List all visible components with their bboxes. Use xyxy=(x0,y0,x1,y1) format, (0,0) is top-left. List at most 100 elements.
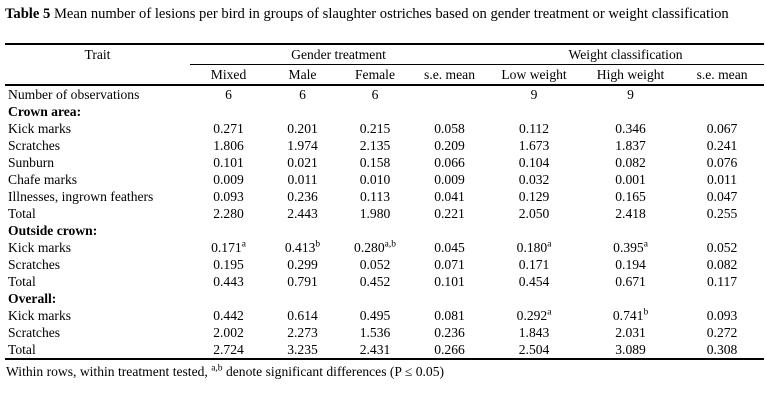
value-cell: 0.221 xyxy=(434,206,465,222)
value-cell: 0.280a,b xyxy=(354,239,396,256)
value-cell: 0.052 xyxy=(706,240,738,256)
trait-cell: Kick marks xyxy=(8,240,72,256)
trait-cell: Kick marks xyxy=(8,308,72,324)
value-cell: 0.272 xyxy=(706,325,738,341)
value-cell: 2.724 xyxy=(190,341,267,361)
value-cell: 0.165 xyxy=(615,189,646,205)
significance-superscript: a xyxy=(547,239,552,250)
value-cell xyxy=(338,103,412,120)
footnote-superscript: a,b xyxy=(211,363,223,374)
value-cell: 6 xyxy=(299,87,306,103)
table-header: Trait Gender treatment Weight classifica… xyxy=(5,43,765,87)
value-cell: 0.443 xyxy=(213,274,244,290)
value-cell: 0.076 xyxy=(706,155,738,171)
value-cell: 0.067 xyxy=(706,121,738,137)
value-cell: 0.009 xyxy=(434,172,465,188)
table-row: Scratches 1.806 1.974 2.135 0.209 1.673 1.837 0… xyxy=(5,137,764,154)
value-cell: 2.273 xyxy=(287,325,318,341)
value-cell: 0.452 xyxy=(359,274,391,290)
value-cell: 0.009 xyxy=(213,172,244,188)
value-cell: 0.413b xyxy=(284,239,321,256)
significance-superscript: b xyxy=(315,239,321,250)
value-cell: 2.050 xyxy=(518,206,550,222)
trait-cell: Illnesses, ingrown feathers xyxy=(8,189,154,205)
value-cell: 2.504 xyxy=(487,341,582,361)
value-cell: 0.117 xyxy=(707,274,738,290)
value-cell xyxy=(680,103,764,120)
table-number-label: Table 5 xyxy=(5,6,51,22)
table-body: Number of observations 6 6 6 9 9 Crown area: Ki… xyxy=(5,85,765,361)
value-cell: 0.010 xyxy=(359,172,391,188)
value-cell: 1.980 xyxy=(359,206,391,222)
value-cell xyxy=(190,222,267,239)
value-cell: 3.089 xyxy=(581,341,681,361)
trait-cell: Scratches xyxy=(8,138,61,154)
column-header-se-mean-gender: s.e. mean xyxy=(412,64,488,87)
column-header-female: Female xyxy=(338,64,412,87)
table-footnote: Within rows, within treatment tested, a,… xyxy=(6,364,761,380)
table-row: Kick marks 0.442 0.614 0.495 0.081 0.292a 0.74… xyxy=(5,307,764,324)
column-header-se-mean-weight: s.e. mean xyxy=(680,64,765,87)
value-cell: 0.129 xyxy=(518,189,550,205)
footnote-suffix: denote significant differences (P ≤ 0.05… xyxy=(222,364,445,380)
value-cell: 0.011 xyxy=(287,172,318,188)
trait-cell: Scratches xyxy=(8,325,61,341)
value-cell: 0.101 xyxy=(213,155,244,171)
value-cell: 0.299 xyxy=(287,257,318,273)
value-cell: 0.101 xyxy=(434,274,465,290)
table-row: Scratches 0.195 0.299 0.052 0.071 0.171 0.194 0… xyxy=(5,256,764,273)
value-cell: 0.271 xyxy=(213,121,244,137)
significance-superscript: a xyxy=(547,307,552,318)
value-cell: 0.255 xyxy=(706,206,738,222)
value-cell: 2.135 xyxy=(359,138,391,154)
trait-cell: Outside crown: xyxy=(8,223,98,239)
value-cell: 0.195 xyxy=(213,257,244,273)
value-cell: 0.194 xyxy=(615,257,646,273)
value-cell: 1.974 xyxy=(287,138,318,154)
value-cell xyxy=(412,222,487,239)
table-caption: Table 5 Mean number of lesions per bird … xyxy=(5,5,757,24)
value-cell: 3.235 xyxy=(267,341,338,361)
trait-cell: Crown area: xyxy=(8,104,82,120)
value-cell: 0.066 xyxy=(434,155,465,171)
significance-superscript: a xyxy=(241,239,246,250)
value-cell: 0.113 xyxy=(359,189,391,205)
value-cell: 2.443 xyxy=(287,206,318,222)
value-cell xyxy=(581,290,680,307)
value-cell: 2.280 xyxy=(213,206,244,222)
value-cell: 0.614 xyxy=(287,308,318,324)
value-cell: 0.201 xyxy=(287,121,318,137)
value-cell: 0.346 xyxy=(615,121,646,137)
value-cell xyxy=(190,290,267,307)
value-cell: 1.673 xyxy=(518,138,550,154)
trait-cell: Number of observations xyxy=(8,87,140,103)
value-cell: 0.093 xyxy=(706,308,738,324)
value-cell xyxy=(581,222,680,239)
value-cell: 0.032 xyxy=(518,172,550,188)
value-cell: 9 xyxy=(530,87,538,103)
table-caption-text: Mean number of lesions per bird in group… xyxy=(53,6,729,22)
column-header-high-weight: High weight xyxy=(581,64,681,87)
trait-cell: Overall: xyxy=(8,291,57,307)
table-row: Total 0.443 0.791 0.452 0.101 0.454 0.671 0.117 xyxy=(5,273,764,290)
value-cell: 0.454 xyxy=(518,274,550,290)
trait-cell: Total xyxy=(8,274,36,290)
value-cell: 0.021 xyxy=(287,155,318,171)
gender-treatment-group-header: Gender treatment xyxy=(190,43,488,66)
value-cell xyxy=(581,103,680,120)
value-cell: 0.071 xyxy=(434,257,465,273)
value-cell: 0.395a xyxy=(613,239,648,256)
value-cell xyxy=(412,85,487,103)
value-cell xyxy=(680,222,764,239)
table-row: Kick marks 0.171a 0.413b 0.280a,b 0.045 0.180… xyxy=(5,239,764,256)
column-header-row: Mixed Male Female s.e. mean Low weight H… xyxy=(5,64,765,87)
value-cell: 2.418 xyxy=(615,206,646,222)
value-cell: 0.041 xyxy=(434,189,465,205)
value-cell: 0.241 xyxy=(706,138,738,154)
value-cell: 0.112 xyxy=(519,121,550,137)
value-cell: 0.171a xyxy=(211,239,246,256)
trait-cell: Sunburn xyxy=(8,155,55,171)
significance-superscript: a xyxy=(643,239,648,250)
value-cell xyxy=(412,290,487,307)
value-cell: 0.093 xyxy=(213,189,244,205)
